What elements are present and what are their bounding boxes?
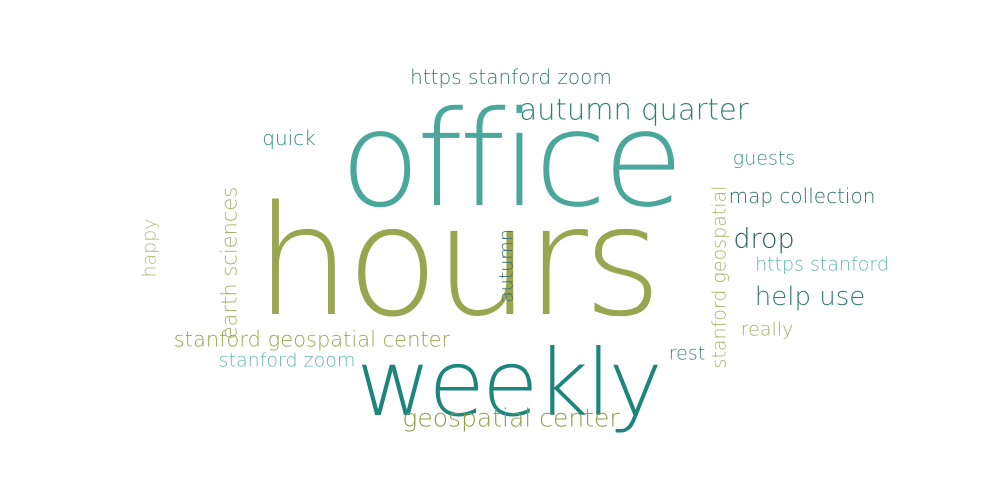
word-geospatial-center: geospatial center [402, 403, 620, 433]
word-quick: quick [262, 126, 316, 150]
word-autumn-quarter: autumn quarter [519, 92, 749, 127]
word-guests: guests [732, 147, 796, 170]
word-drop: drop [733, 223, 795, 255]
word-https-stanford: https stanford [755, 253, 889, 276]
word-autumn: autumn [495, 229, 518, 303]
word-happy: happy [138, 218, 161, 278]
word-https-stanford-zoom: https stanford zoom [410, 65, 612, 89]
word-stanford-zoom: stanford zoom [218, 349, 356, 372]
word-rest: rest [668, 342, 706, 365]
word-stanford-geospatial-center: stanford geospatial center [173, 327, 451, 352]
word-really: really [740, 318, 794, 341]
word-hours: hours [254, 173, 662, 350]
word-stanford-geospatial: stanford geospatial [708, 185, 731, 369]
word-earth-sciences: earth sciences [217, 186, 242, 340]
word-map-collection: map collection [728, 184, 876, 208]
word-weekly: weekly [356, 330, 663, 437]
word-help-use: help use [754, 282, 866, 312]
word-office: office [339, 83, 684, 237]
